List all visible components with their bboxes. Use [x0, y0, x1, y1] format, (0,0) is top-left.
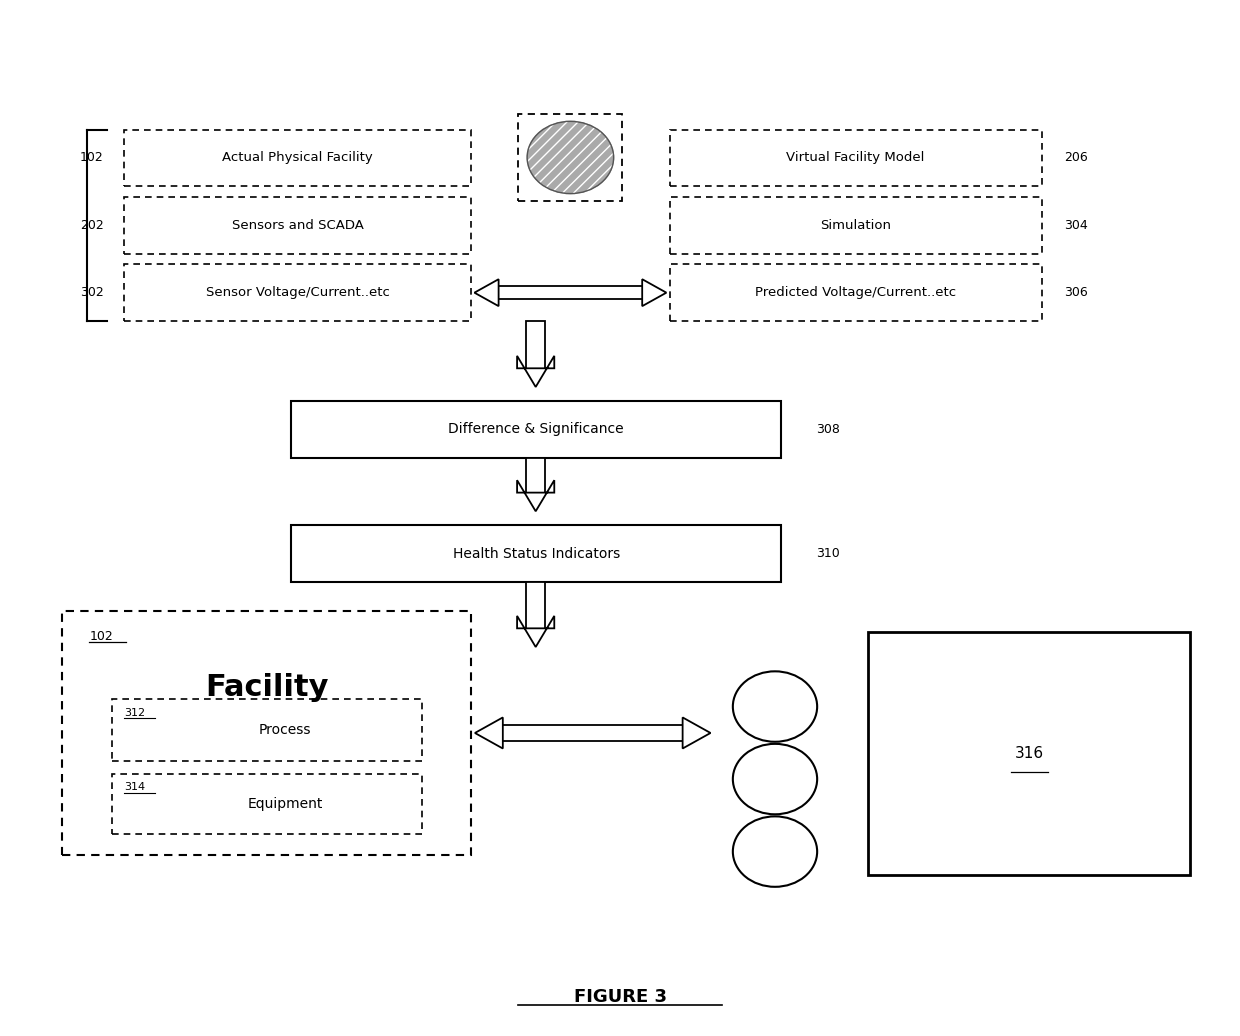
- FancyArrow shape: [642, 280, 666, 307]
- FancyBboxPatch shape: [124, 197, 471, 254]
- Text: Sensors and SCADA: Sensors and SCADA: [232, 219, 363, 232]
- Text: Virtual Facility Model: Virtual Facility Model: [786, 151, 925, 165]
- FancyBboxPatch shape: [112, 774, 422, 834]
- Text: 102: 102: [89, 630, 113, 643]
- Bar: [526, 321, 546, 370]
- FancyBboxPatch shape: [868, 632, 1190, 875]
- Text: 304: 304: [1064, 219, 1089, 232]
- FancyArrow shape: [517, 615, 554, 646]
- Text: 316: 316: [1014, 746, 1044, 761]
- Text: FIGURE 3: FIGURE 3: [573, 987, 667, 1006]
- Text: 310: 310: [816, 547, 839, 560]
- Bar: [501, 725, 684, 741]
- Bar: [526, 458, 546, 494]
- Text: Difference & Significance: Difference & Significance: [449, 423, 624, 436]
- Text: 102: 102: [79, 151, 104, 165]
- Text: Health Status Indicators: Health Status Indicators: [453, 547, 620, 560]
- Text: Actual Physical Facility: Actual Physical Facility: [222, 151, 373, 165]
- Circle shape: [527, 121, 614, 194]
- Text: 312: 312: [124, 708, 145, 718]
- Text: Equipment: Equipment: [248, 797, 322, 811]
- Text: 202: 202: [79, 219, 104, 232]
- FancyArrow shape: [517, 481, 554, 512]
- Bar: [526, 582, 546, 630]
- Text: 314: 314: [124, 782, 145, 793]
- Circle shape: [733, 671, 817, 742]
- FancyBboxPatch shape: [124, 264, 471, 321]
- Text: Facility: Facility: [205, 673, 329, 702]
- FancyArrow shape: [475, 718, 503, 749]
- FancyBboxPatch shape: [670, 197, 1042, 254]
- FancyArrow shape: [682, 718, 711, 749]
- FancyArrow shape: [475, 280, 498, 307]
- Text: Sensor Voltage/Current..etc: Sensor Voltage/Current..etc: [206, 286, 389, 299]
- Text: 306: 306: [1064, 286, 1089, 299]
- FancyBboxPatch shape: [291, 401, 781, 458]
- FancyBboxPatch shape: [291, 525, 781, 582]
- Circle shape: [733, 744, 817, 814]
- FancyBboxPatch shape: [518, 114, 622, 201]
- Text: Process: Process: [259, 723, 311, 738]
- FancyBboxPatch shape: [62, 611, 471, 855]
- FancyBboxPatch shape: [124, 130, 471, 186]
- Text: 302: 302: [79, 286, 104, 299]
- FancyBboxPatch shape: [670, 264, 1042, 321]
- FancyBboxPatch shape: [112, 699, 422, 761]
- Text: Simulation: Simulation: [820, 219, 892, 232]
- Text: Predicted Voltage/Current..etc: Predicted Voltage/Current..etc: [755, 286, 956, 299]
- FancyArrow shape: [517, 356, 554, 387]
- Bar: [497, 286, 644, 299]
- Circle shape: [733, 816, 817, 887]
- Text: 308: 308: [816, 423, 839, 436]
- Text: 206: 206: [1064, 151, 1089, 165]
- FancyBboxPatch shape: [670, 130, 1042, 186]
